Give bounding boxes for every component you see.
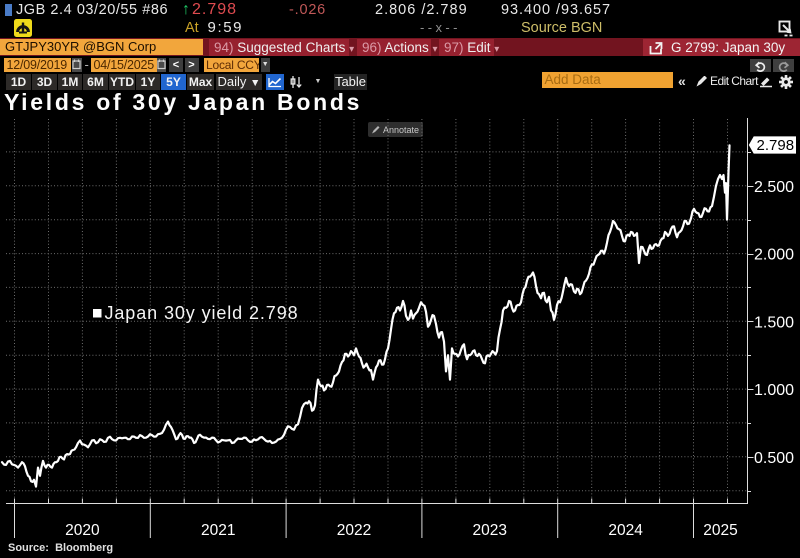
svg-text:2024: 2024 [608, 522, 643, 539]
svg-text:2021: 2021 [201, 522, 235, 539]
svg-text:2.000: 2.000 [754, 247, 794, 264]
svg-text:0.500: 0.500 [754, 450, 794, 467]
svg-text:2022: 2022 [337, 522, 371, 539]
svg-text:1.000: 1.000 [754, 382, 794, 399]
svg-text:Source: Bloomberg: Source: Bloomberg [8, 542, 113, 554]
svg-text:2.500: 2.500 [754, 179, 794, 196]
svg-text:2023: 2023 [473, 522, 507, 539]
svg-text:Japan 30y yield 2.798: Japan 30y yield 2.798 [105, 303, 299, 323]
svg-text:2.798: 2.798 [757, 137, 795, 154]
svg-text:2020: 2020 [65, 522, 100, 539]
svg-text:1.500: 1.500 [754, 314, 794, 331]
svg-text:2025: 2025 [703, 522, 737, 539]
